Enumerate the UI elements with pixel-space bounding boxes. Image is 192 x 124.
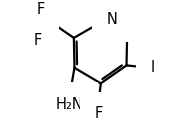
Text: F: F	[94, 106, 103, 121]
Text: N: N	[106, 12, 117, 27]
Text: F: F	[36, 2, 45, 17]
Text: I: I	[151, 60, 155, 75]
Text: F: F	[34, 33, 42, 48]
Text: H₂N: H₂N	[56, 96, 84, 111]
